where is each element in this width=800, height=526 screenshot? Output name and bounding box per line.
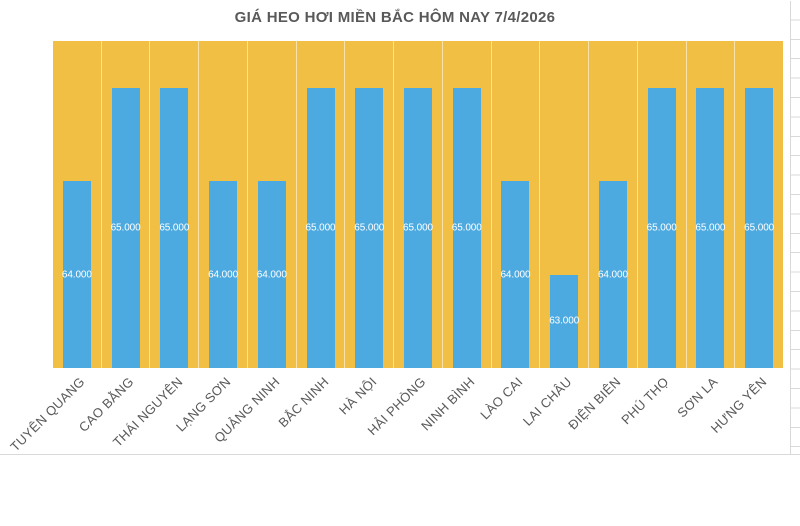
price-bar[interactable]: 64.000 [62,181,92,368]
bar-value-label: 65.000 [695,222,726,234]
plot-area: 64.000 65.000 65.000 64.000 64.000 65.000 65.0… [53,41,783,368]
x-axis-label: BẮC NINH [275,374,332,431]
price-bar[interactable]: 65.000 [647,87,677,368]
category-column: 65.000 [394,41,443,368]
x-axis-label: LẠNG SƠN [173,374,234,435]
spreadsheet-column-gridline [790,1,791,454]
bar-value-label: 64.000 [597,269,628,281]
category-column: 63.000 [540,41,590,368]
x-axis-label: THÁI NGUYÊN [109,374,186,450]
category-column: 64.000 [492,41,541,368]
price-bar[interactable]: 63.000 [549,274,579,368]
category-column: 65.000 [638,41,687,368]
bar-value-label: 63.000 [549,315,580,327]
spreadsheet-row-gridlines [790,1,800,454]
x-axis-label: QUẢNG NINH [211,374,283,446]
spreadsheet-canvas: GIÁ HEO HƠI MIỀN BẮC HÔM NAY 7/4/2026 64… [0,1,800,455]
x-axis-label: PHÚ THỌ [618,374,672,428]
x-axis-label: CAO BẰNG [75,374,137,435]
category-column: 65.000 [735,41,783,368]
x-axis-label: NINH BÌNH [417,374,478,434]
x-axis-label: LAI CHÂU [519,374,575,429]
x-axis-label: ĐIỆN BIÊN [564,374,624,433]
bar-value-label: 64.000 [500,269,531,281]
category-column: 64.000 [248,41,297,368]
x-axis-label: HẢI PHÒNG [364,374,429,439]
category-column: 65.000 [297,41,346,368]
x-axis-label: HÀ NỘI [336,374,380,418]
category-column: 64.000 [53,41,102,368]
price-bar[interactable]: 65.000 [306,87,336,368]
category-column: 65.000 [443,41,492,368]
price-bar[interactable]: 65.000 [452,87,482,368]
chart-title: GIÁ HEO HƠI MIỀN BẮC HÔM NAY 7/4/2026 [234,9,556,26]
bar-value-label: 64.000 [256,269,287,281]
price-bar[interactable]: 64.000 [598,181,628,368]
price-bar[interactable]: 64.000 [500,181,531,368]
bar-value-label: 64.000 [208,269,239,281]
x-axis-label: SƠN LA [674,374,721,421]
bar-value-label: 65.000 [354,222,385,234]
x-axis-label: HƯNG YÊN [707,374,770,436]
bar-value-label: 65.000 [305,222,336,234]
price-bar[interactable]: 64.000 [208,181,238,368]
bar-value-label: 65.000 [403,222,433,234]
bar-value-label: 64.000 [61,269,92,281]
price-bar[interactable]: 65.000 [744,87,774,368]
price-bar[interactable]: 64.000 [257,181,287,368]
category-column: 64.000 [199,41,248,368]
bar-value-label: 65.000 [451,222,482,234]
category-column: 65.000 [102,41,151,368]
price-bar[interactable]: 65.000 [354,87,384,368]
category-column: 65.000 [150,41,200,368]
price-bar[interactable]: 65.000 [403,87,433,368]
category-column: 64.000 [589,41,638,368]
category-column: 65.000 [687,41,736,368]
category-column: 65.000 [345,41,395,368]
bar-value-label: 65.000 [646,222,677,234]
price-bar[interactable]: 65.000 [111,87,141,368]
price-bar[interactable]: 65.000 [695,87,726,368]
price-bar[interactable]: 65.000 [159,87,189,368]
hog-price-bar-chart[interactable]: GIÁ HEO HƠI MIỀN BẮC HÔM NAY 7/4/2026 64… [0,1,790,454]
x-axis-label: TUYÊN QUANG [7,374,88,455]
x-axis-label: LÀO CAI [477,374,526,423]
bar-value-label: 65.000 [159,222,190,234]
bar-value-label: 65.000 [110,222,141,234]
bar-value-label: 65.000 [744,222,775,234]
chart-bottom-border [0,454,800,455]
